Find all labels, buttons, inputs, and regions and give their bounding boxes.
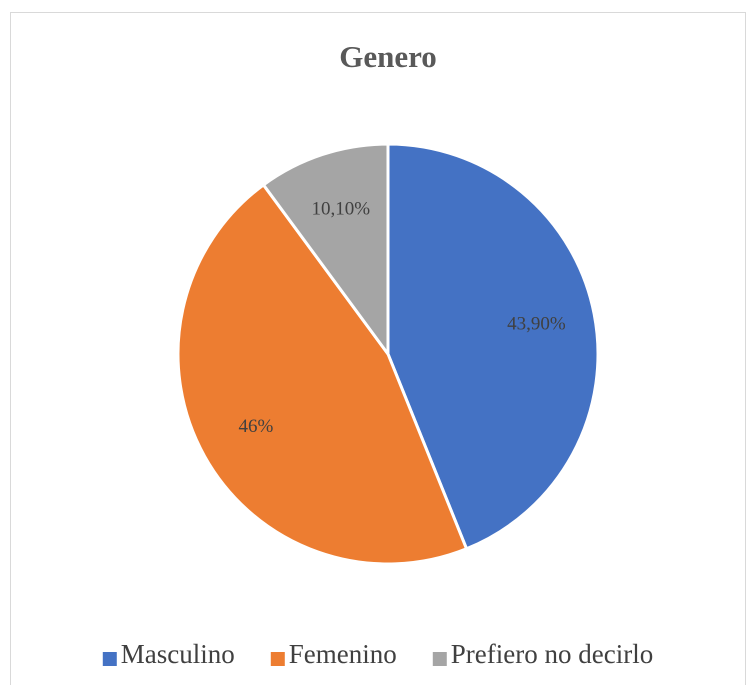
data-label: 46% — [239, 416, 274, 437]
chart-title: Genero — [339, 39, 437, 74]
legend-swatch — [270, 652, 285, 666]
pie-slice — [386, 142, 600, 551]
data-label: 10,10% — [312, 199, 371, 220]
legend-label: Femenino — [289, 639, 397, 669]
pie-slice — [261, 142, 390, 359]
data-label: 43,90% — [507, 314, 566, 335]
legend-label: Masculino — [121, 639, 235, 669]
pie-slice — [176, 182, 469, 566]
legend-swatch — [432, 652, 447, 666]
legend-label: Prefiero no decirlo — [451, 639, 653, 669]
legend-swatch — [102, 652, 117, 666]
